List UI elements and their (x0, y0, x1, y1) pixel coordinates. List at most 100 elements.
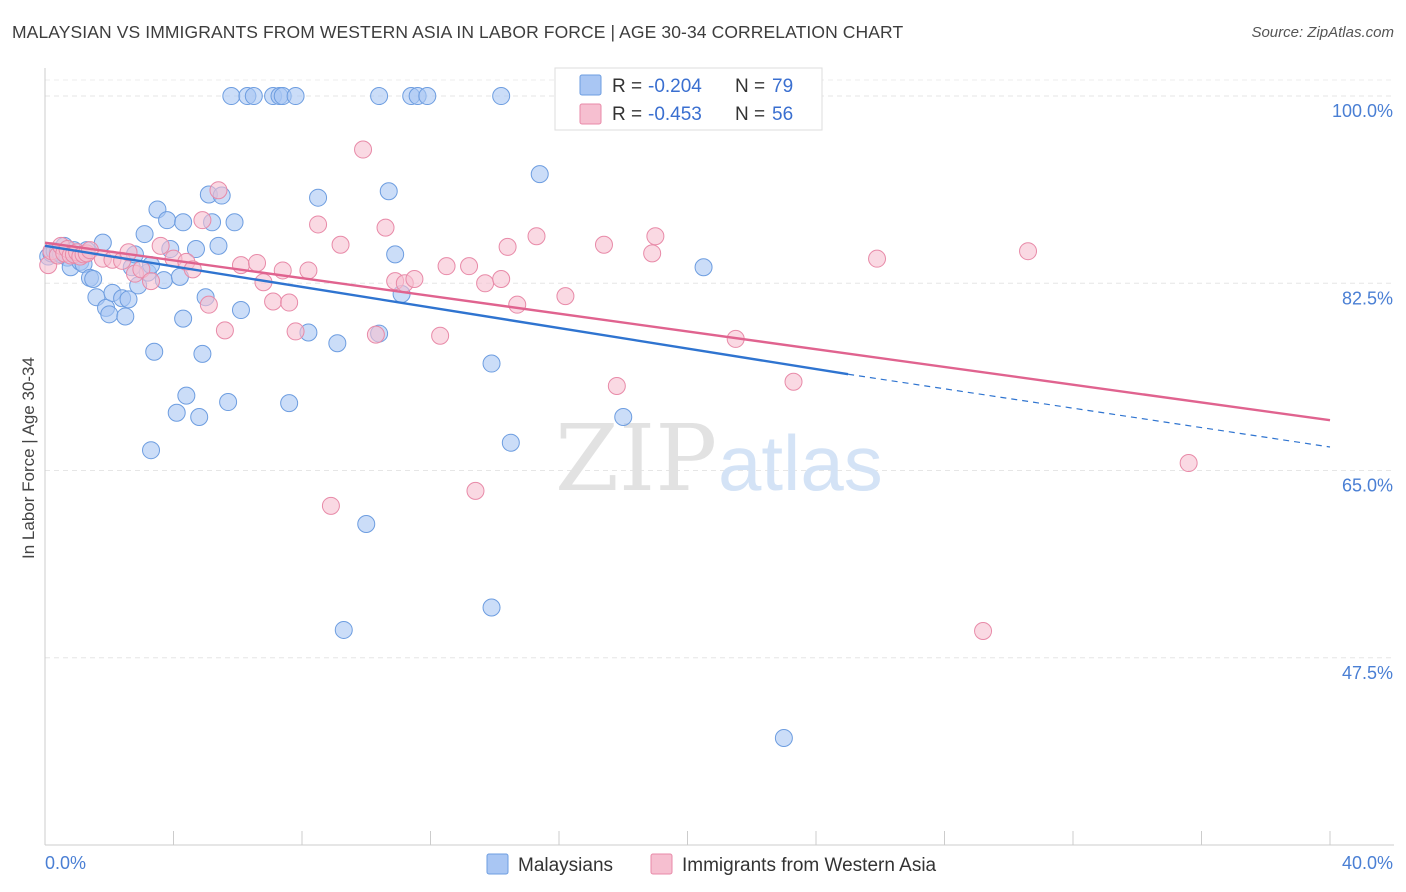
y-tick-label-3: 47.5% (1342, 663, 1393, 683)
point-immigrants-58 (646, 227, 665, 246)
bottom-legend-label-immigrants: Immigrants from Western Asia (682, 855, 937, 876)
point-immigrants-55 (594, 235, 613, 254)
point-immigrants-41 (376, 218, 395, 237)
point-immigrants-63 (1019, 242, 1038, 261)
point-immigrants-35 (299, 261, 318, 280)
point-malaysians-51 (231, 301, 250, 320)
point-malaysians-75 (501, 433, 520, 452)
point-immigrants-45 (431, 326, 450, 345)
point-malaysians-41 (190, 408, 209, 427)
x-tick-labels: 0.0% 40.0% (45, 853, 1393, 873)
point-malaysians-26 (135, 225, 154, 244)
point-malaysians-62 (334, 620, 353, 639)
point-immigrants-53 (527, 227, 546, 246)
point-malaysians-46 (209, 236, 228, 255)
point-malaysians-79 (774, 729, 793, 748)
watermark: ZIP atlas (555, 405, 883, 512)
point-malaysians-67 (386, 245, 405, 264)
point-immigrants-29 (248, 253, 267, 272)
point-malaysians-50 (225, 213, 244, 232)
legend-r-label-immigrants: R = (612, 104, 642, 125)
legend-n-label-immigrants: N = (735, 104, 765, 125)
point-immigrants-31 (264, 292, 283, 311)
trend-line-malaysians (44, 244, 849, 376)
legend-r-value-immigrants: -0.453 (648, 104, 702, 125)
point-immigrants-48 (466, 481, 485, 500)
data-points (39, 87, 1198, 748)
legend-swatch-immigrants (579, 103, 602, 125)
point-immigrants-36 (309, 215, 328, 234)
point-immigrants-47 (460, 257, 479, 276)
point-malaysians-39 (177, 386, 196, 405)
point-malaysians-66 (379, 182, 398, 201)
point-immigrants-33 (280, 293, 299, 312)
trend-lines (44, 241, 1331, 448)
point-malaysians-58 (286, 87, 305, 106)
y-tick-label-1: 82.5% (1342, 288, 1393, 308)
point-immigrants-26 (209, 181, 228, 200)
point-immigrants-56 (607, 377, 626, 395)
point-immigrants-44 (405, 270, 424, 289)
point-immigrants-50 (492, 270, 511, 289)
y-tick-label-2: 65.0% (1342, 476, 1393, 496)
point-immigrants-27 (215, 321, 234, 340)
point-malaysians-48 (219, 393, 238, 412)
point-malaysians-53 (244, 87, 263, 106)
point-malaysians-57 (280, 394, 299, 413)
point-malaysians-14 (84, 270, 103, 289)
point-immigrants-62 (974, 622, 993, 641)
point-malaysians-40 (186, 240, 205, 259)
point-malaysians-77 (614, 408, 633, 427)
point-malaysians-30 (145, 342, 164, 361)
point-immigrants-64 (1179, 454, 1198, 473)
legend-r-value-malaysians: -0.204 (648, 76, 702, 97)
point-immigrants-25 (199, 295, 218, 314)
point-malaysians-18 (100, 305, 119, 324)
point-malaysians-63 (357, 515, 376, 534)
point-malaysians-65 (370, 87, 389, 106)
point-malaysians-33 (158, 211, 177, 230)
y-tick-label-0: 100.0% (1332, 101, 1393, 121)
trend-line-immigrants (44, 241, 1331, 422)
legend-n-label-malaysians: N = (735, 76, 765, 97)
series-legend: Malaysians Immigrants from Western Asia (486, 853, 937, 876)
point-malaysians-78 (694, 258, 713, 277)
gridlines (45, 79, 1394, 659)
legend-n-value-malaysians: 79 (772, 76, 793, 97)
point-malaysians-21 (116, 307, 135, 326)
point-immigrants-60 (784, 372, 803, 391)
bottom-legend-swatch-immigrants (650, 853, 673, 875)
point-immigrants-57 (643, 244, 662, 263)
point-immigrants-51 (498, 237, 517, 256)
bottom-legend-swatch-malaysians (486, 853, 509, 875)
point-malaysians-72 (482, 354, 501, 373)
point-malaysians-74 (492, 87, 511, 106)
point-malaysians-35 (167, 403, 186, 422)
point-immigrants-54 (556, 287, 575, 306)
point-immigrants-19 (142, 272, 161, 291)
watermark-zip: ZIP (555, 405, 717, 512)
point-malaysians-60 (309, 188, 328, 207)
point-immigrants-24 (193, 211, 212, 230)
point-immigrants-46 (437, 257, 456, 276)
y-axis-label: In Labor Force | Age 30-34 (19, 357, 38, 559)
legend-swatch-malaysians (579, 74, 602, 96)
point-immigrants-38 (331, 235, 350, 254)
point-immigrants-52 (508, 295, 527, 314)
point-malaysians-49 (222, 87, 241, 106)
point-immigrants-61 (868, 249, 887, 268)
point-immigrants-49 (476, 274, 495, 293)
point-immigrants-40 (366, 325, 385, 344)
point-malaysians-76 (530, 165, 549, 184)
point-malaysians-37 (174, 213, 193, 232)
y-tick-labels: 100.0% 82.5% 65.0% 47.5% (1332, 101, 1393, 683)
point-malaysians-28 (142, 441, 161, 460)
point-malaysians-22 (119, 290, 138, 309)
point-malaysians-71 (418, 87, 437, 106)
point-immigrants-20 (151, 236, 170, 255)
point-malaysians-42 (193, 344, 212, 363)
axes (44, 68, 1394, 846)
point-immigrants-34 (286, 322, 305, 341)
legend-r-label-malaysians: R = (612, 76, 642, 97)
